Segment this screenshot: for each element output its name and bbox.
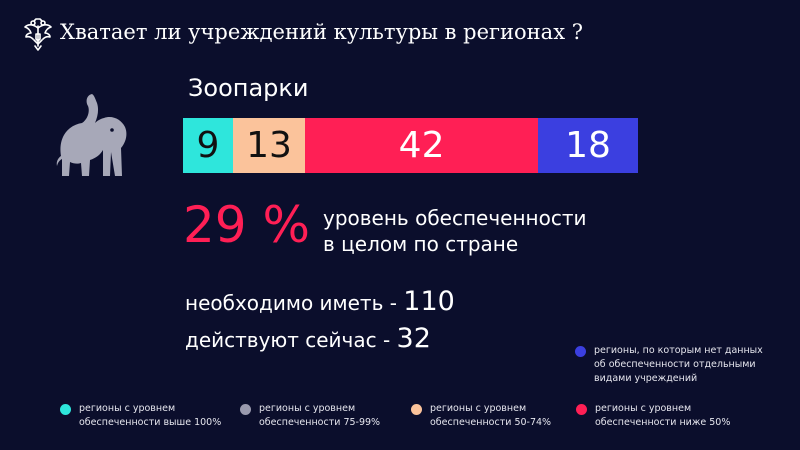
legend-line: видами учреждений	[594, 373, 698, 384]
legend-text: регионы с уровнем обеспеченности 50-74%	[430, 402, 551, 430]
legend-item-above-100: регионы с уровнем обеспеченности выше 10…	[60, 402, 221, 430]
legend-item-below-50: регионы с уровнем обеспеченности ниже 50…	[576, 402, 730, 430]
legend-dot	[60, 404, 71, 415]
elephant-icon	[56, 94, 127, 176]
needed-label: необходимо иметь -	[185, 291, 404, 315]
legend-item-50-74: регионы с уровнем обеспеченности 50-74%	[411, 402, 551, 430]
legend-text: регионы с уровнем обеспеченности 75-99%	[259, 402, 380, 430]
legend-item-nodata: регионы, по которым нет данных об обеспе…	[575, 344, 763, 386]
legend-text: регионы, по которым нет данных об обеспе…	[594, 344, 763, 386]
legend-dot	[576, 404, 587, 415]
legend-line: регионы, по которым нет данных	[594, 345, 763, 356]
legend-line: обеспеченности 75-99%	[259, 417, 381, 428]
bar-value-label: 42	[398, 125, 445, 166]
legend-dot	[575, 346, 586, 357]
page-title: Хватает ли учреждений культуры в региона…	[60, 20, 583, 44]
legend-item-75-99: регионы с уровнем обеспеченности 75-99%	[240, 402, 380, 430]
double-headed-eagle-icon	[24, 18, 52, 51]
legend-dot	[411, 404, 422, 415]
bar-segment: 42	[305, 118, 539, 173]
bar-value-label: 9	[196, 125, 220, 166]
legend-text: регионы с уровнем обеспеченности ниже 50…	[595, 402, 730, 430]
coverage-desc-line1: уровень обеспеченности	[323, 206, 587, 230]
stacked-bar: 9 13 42 18	[183, 118, 638, 173]
coverage-description: уровень обеспеченности в целом по стране	[323, 205, 587, 257]
legend-line: обеспеченности ниже 50%	[595, 417, 731, 428]
legend-line: регионы с уровнем	[79, 403, 176, 414]
coverage-desc-line2: в целом по стране	[323, 232, 519, 256]
coverage-percent: 29 %	[183, 196, 311, 254]
bar-segment: 18	[538, 118, 638, 173]
legend-line: регионы с уровнем	[595, 403, 692, 414]
bar-value-label: 18	[565, 125, 611, 166]
legend-dot	[240, 404, 251, 415]
legend-line: об обеспеченности отдельными	[594, 359, 756, 370]
legend-line: обеспеченности выше 100%	[79, 417, 222, 428]
needed-stat: необходимо иметь - 110	[185, 286, 455, 317]
header: Хватает ли учреждений культуры в региона…	[0, 0, 800, 64]
current-label: действуют сейчас -	[185, 328, 397, 352]
legend-line: регионы с уровнем	[430, 403, 527, 414]
category-label: Зоопарки	[188, 74, 309, 102]
legend-text: регионы с уровнем обеспеченности выше 10…	[79, 402, 221, 430]
current-value: 32	[396, 323, 431, 354]
needed-value: 110	[403, 286, 455, 317]
legend-line: регионы с уровнем	[259, 403, 356, 414]
bar-segment: 9	[183, 118, 233, 173]
legend-line: обеспеченности 50-74%	[430, 417, 552, 428]
current-stat: действуют сейчас - 32	[185, 323, 431, 354]
bar-segment: 13	[232, 118, 306, 173]
bar-value-label: 13	[246, 125, 292, 166]
